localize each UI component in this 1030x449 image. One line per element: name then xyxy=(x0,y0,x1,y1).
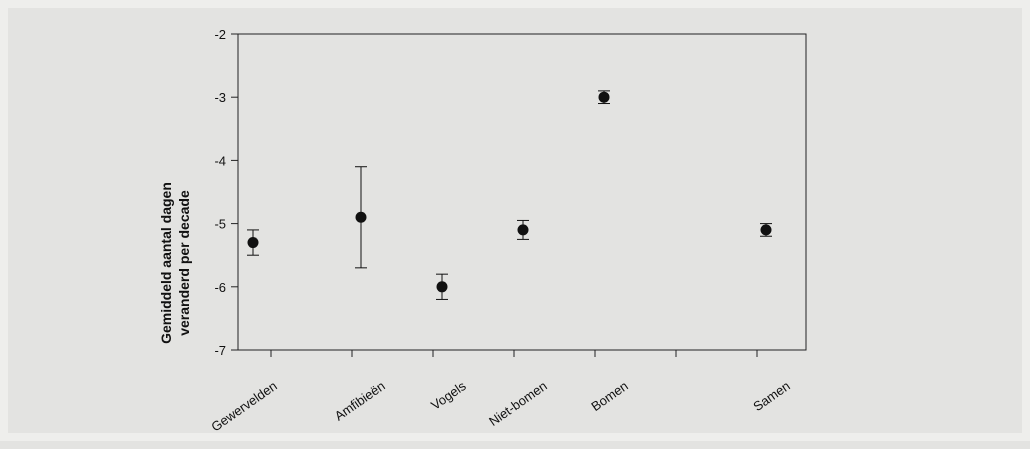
data-point-group xyxy=(355,166,367,269)
data-points xyxy=(247,90,772,300)
y-tick-label: -4 xyxy=(214,153,226,168)
data-point xyxy=(247,237,259,249)
x-tick-label: Samen xyxy=(750,378,792,414)
x-tick-label: Amfibieën xyxy=(332,378,388,423)
x-tick-label: Bomen xyxy=(588,378,630,414)
y-tick-label: -7 xyxy=(214,343,226,358)
data-point-group xyxy=(436,273,448,300)
data-point xyxy=(760,224,772,236)
y-axis-title-line: Gemiddeld aantal dagen xyxy=(158,182,174,344)
plot-border xyxy=(237,33,807,351)
y-axis-title: Gemiddeld aantal dagen veranderd per deca… xyxy=(158,182,192,344)
axes xyxy=(237,33,807,351)
data-point xyxy=(355,211,367,223)
x-tick-label: Vogels xyxy=(428,378,469,413)
x-axis-ticks: Gewervelden Amfibieën Vogels Niet-bomen Bome… xyxy=(208,350,793,434)
data-point-group xyxy=(247,229,259,256)
data-point xyxy=(598,91,610,103)
data-point xyxy=(517,224,529,236)
y-tick-label: -5 xyxy=(214,217,226,232)
x-tick-label: Gewervelden xyxy=(208,378,279,434)
x-tick-label: Niet-bomen xyxy=(486,378,550,429)
data-point-group xyxy=(760,223,772,237)
y-axis-title-text: Gemiddeld aantal dagen veranderd per deca… xyxy=(158,182,192,344)
y-axis-title-line: veranderd per decade xyxy=(176,190,192,336)
data-point-group xyxy=(598,90,610,105)
y-tick-label: -2 xyxy=(214,27,226,42)
y-tick-label: -6 xyxy=(214,280,226,295)
y-tick-label: -3 xyxy=(214,90,226,105)
data-point xyxy=(436,281,448,293)
y-axis-ticks: -2 -3 -4 -5 -6 -7 xyxy=(214,27,238,358)
error-bar-chart: -2 -3 -4 -5 -6 -7 Gewervelden Amfibieën Vogels N… xyxy=(158,27,807,434)
data-point-group xyxy=(517,219,529,240)
